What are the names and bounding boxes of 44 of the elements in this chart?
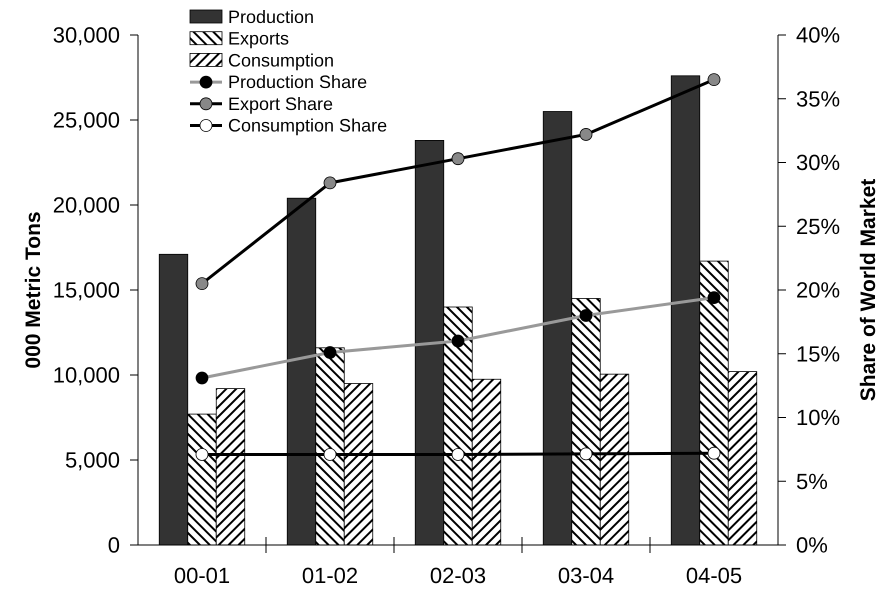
- legend-label: Consumption Share: [228, 116, 388, 136]
- y2-tick-label: 25%: [796, 214, 840, 239]
- point: [196, 277, 208, 290]
- y-tick-label: 0: [108, 532, 120, 558]
- x-tick-label: 03-04: [558, 563, 614, 588]
- point: [708, 446, 720, 460]
- point: [196, 372, 208, 384]
- y2-tick-label: 20%: [796, 278, 840, 303]
- point: [708, 291, 720, 304]
- point: [452, 448, 464, 461]
- point: [452, 152, 464, 166]
- y-tick-label: 30,000: [52, 22, 120, 48]
- y2-tick-label: 0%: [796, 532, 828, 558]
- y2-tick-label: 40%: [796, 22, 840, 48]
- y2-tick-label: 15%: [796, 341, 840, 366]
- y2-tick-label: 35%: [796, 86, 840, 112]
- y2-axis-title: Share of World Market: [857, 178, 880, 402]
- legend-label: Production Share: [228, 72, 368, 92]
- legend-label: Production: [228, 7, 314, 27]
- x-tick-label: 01-02: [302, 563, 358, 588]
- y2-tick-label: 10%: [796, 405, 840, 430]
- y2-tick-label: 30%: [796, 150, 840, 176]
- point: [196, 448, 208, 461]
- point: [580, 128, 592, 141]
- y-tick-label: 5,000: [64, 448, 120, 473]
- x-tick-label: 00-01: [174, 563, 230, 588]
- legend-label: Consumption: [228, 50, 334, 70]
- point: [324, 346, 336, 359]
- y-tick-label: 10,000: [52, 362, 120, 388]
- y-tick-label: 15,000: [52, 278, 120, 303]
- point: [324, 176, 336, 190]
- x-tick-label: 02-03: [430, 563, 486, 588]
- point: [580, 309, 592, 322]
- x-tick-label: 04-05: [686, 563, 742, 588]
- point: [324, 448, 336, 461]
- y2-tick-label: 5%: [796, 468, 828, 494]
- point: [452, 334, 464, 348]
- legend-label: Exports: [228, 28, 290, 49]
- point: [580, 447, 592, 460]
- y-tick-label: 20,000: [52, 192, 120, 218]
- y-axis-title: 000 Metric Tons: [22, 211, 45, 369]
- y-tick-label: 25,000: [52, 108, 120, 133]
- point: [708, 73, 720, 86]
- legend-label: Export Share: [228, 94, 334, 114]
